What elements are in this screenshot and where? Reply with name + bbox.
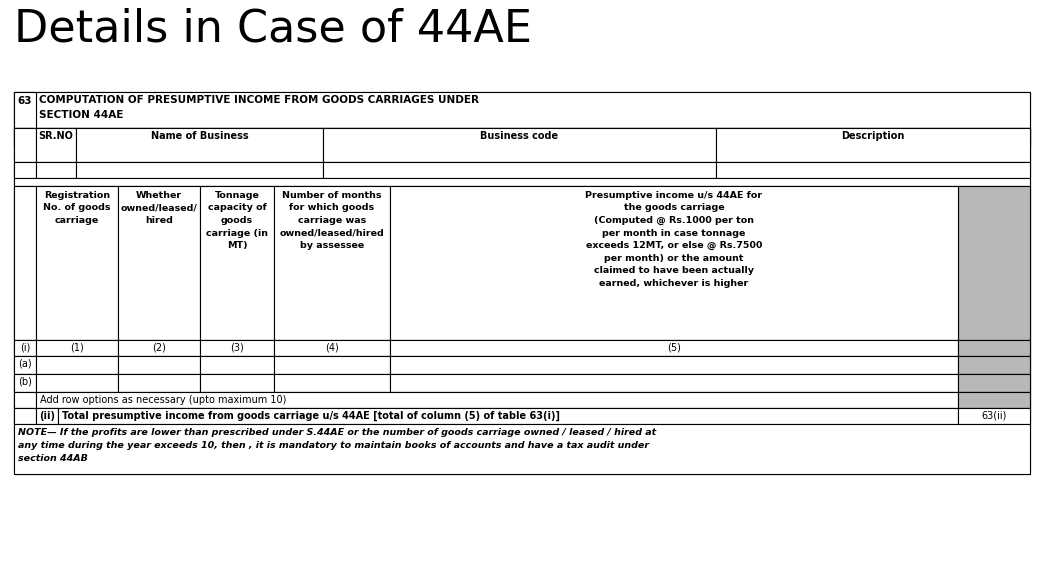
Bar [58, 408, 958, 424]
Text: 63(ii): 63(ii) [982, 411, 1007, 421]
Bar [36, 340, 118, 356]
Bar [14, 92, 1029, 474]
Bar [14, 392, 1029, 408]
Bar [390, 356, 958, 374]
Bar [118, 374, 200, 392]
Bar [36, 408, 58, 424]
Bar [200, 374, 274, 392]
Text: (5): (5) [667, 343, 680, 353]
Text: Business code: Business code [480, 131, 559, 141]
Bar [200, 340, 274, 356]
Text: Add row options as necessary (upto maximum 10): Add row options as necessary (upto maxim… [40, 395, 287, 405]
Bar [14, 162, 36, 178]
Text: Number of months
for which goods
carriage was
owned/leased/hired
by assessee: Number of months for which goods carriag… [279, 191, 384, 250]
Bar [14, 178, 1029, 186]
Bar [14, 424, 1029, 474]
Text: (b): (b) [18, 377, 32, 387]
Bar [36, 128, 76, 162]
Bar [36, 392, 958, 408]
Bar [958, 374, 1029, 392]
Text: Details in Case of 44AE: Details in Case of 44AE [14, 8, 532, 51]
Bar [14, 128, 36, 162]
Bar [14, 374, 36, 392]
Bar [76, 162, 323, 178]
Bar [36, 128, 76, 146]
Text: (4): (4) [325, 343, 339, 353]
Bar [14, 92, 1029, 128]
Bar [390, 374, 958, 392]
Text: (ii): (ii) [39, 411, 55, 421]
Text: (2): (2) [152, 343, 166, 353]
Bar [958, 392, 1029, 408]
Text: Total presumptive income from goods carriage u/s 44AE [total of column (5) of ta: Total presumptive income from goods carr… [63, 411, 560, 421]
Bar [323, 128, 716, 162]
Bar [274, 186, 390, 340]
Bar [36, 162, 76, 178]
Bar [716, 162, 1029, 178]
Bar [390, 186, 958, 340]
Bar [14, 356, 36, 374]
Bar [14, 340, 1029, 356]
Text: NOTE— If the profits are lower than prescribed under S.44AE or the number of goo: NOTE— If the profits are lower than pres… [18, 428, 656, 463]
Bar [36, 186, 118, 340]
Bar [76, 128, 323, 162]
Text: Tonnage
capacity of
goods
carriage (in
MT): Tonnage capacity of goods carriage (in M… [206, 191, 268, 250]
Bar [14, 128, 1029, 162]
Text: (1): (1) [70, 343, 83, 353]
Bar [118, 356, 200, 374]
Bar [274, 374, 390, 392]
Bar [274, 356, 390, 374]
Bar [36, 374, 118, 392]
Text: (a): (a) [18, 359, 32, 369]
Bar [14, 408, 1029, 424]
Bar [14, 374, 1029, 392]
Text: 63: 63 [18, 96, 32, 106]
Bar [323, 128, 716, 146]
Bar [14, 340, 36, 356]
Bar [36, 356, 118, 374]
Bar [118, 340, 200, 356]
Bar [14, 128, 1029, 146]
Text: SR.NO: SR.NO [39, 131, 73, 141]
Bar [323, 162, 716, 178]
Text: Registration
No. of goods
carriage: Registration No. of goods carriage [44, 191, 110, 225]
Text: Name of Business: Name of Business [151, 131, 248, 141]
Bar [958, 356, 1029, 374]
Text: Whether
owned/leased/
hired: Whether owned/leased/ hired [121, 191, 197, 225]
Bar [14, 186, 36, 340]
Text: COMPUTATION OF PRESUMPTIVE INCOME FROM GOODS CARRIAGES UNDER
SECTION 44AE: COMPUTATION OF PRESUMPTIVE INCOME FROM G… [39, 95, 479, 120]
Bar [958, 408, 1029, 424]
Text: (i): (i) [20, 343, 30, 353]
Bar [274, 340, 390, 356]
Bar [118, 186, 200, 340]
Bar [14, 392, 36, 408]
Bar [14, 408, 36, 424]
Text: Presumptive income u/s 44AE for
the goods carriage
(Computed @ Rs.1000 per ton
p: Presumptive income u/s 44AE for the good… [586, 191, 763, 288]
Bar [76, 128, 323, 146]
Bar [14, 162, 1029, 178]
Bar [716, 128, 1029, 162]
Bar [390, 340, 958, 356]
Bar [14, 186, 1029, 340]
Bar [14, 92, 36, 128]
Text: Description: Description [841, 131, 904, 141]
Bar [14, 128, 36, 146]
Bar [14, 356, 1029, 374]
Bar [958, 340, 1029, 356]
Bar [716, 128, 1029, 146]
Text: (3): (3) [230, 343, 244, 353]
Bar [200, 186, 274, 340]
Bar [200, 356, 274, 374]
Bar [958, 186, 1029, 340]
